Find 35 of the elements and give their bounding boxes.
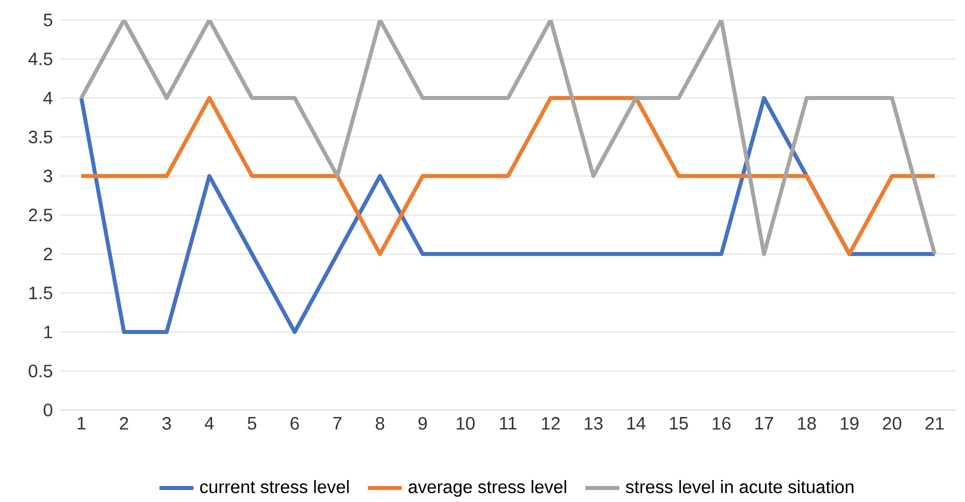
x-tick-label: 7 [333,417,342,430]
x-tick-label: 17 [755,417,774,430]
x-tick-label: 1 [78,417,86,430]
x-tick-label: 3 [162,417,171,430]
y-tick-label: 5 [44,14,52,26]
y-tick-label: 4 [43,92,52,104]
x-tick-label: 20 [882,417,902,430]
x-tick-label: 14 [627,417,646,430]
y-tick-label: 2.5 [28,208,52,222]
y-tick-label: 1.5 [29,286,52,300]
y-tick-label: 1 [44,326,52,338]
y-tick-label: 2 [44,248,52,260]
x-tick-label: 12 [542,417,560,430]
y-tick-label: 4.5 [28,52,52,66]
x-tick-label: 4 [204,417,214,430]
x-tick-label: 15 [670,417,688,430]
x-tick-label: 21 [926,417,944,430]
y-tick-label: 0.5 [28,364,52,378]
x-tick-label: 5 [248,417,256,430]
legend-label: average stress level [408,480,566,497]
x-tick-label: 18 [798,417,816,430]
x-tick-label: 9 [418,417,427,430]
y-tick-label: 0 [44,404,52,416]
x-tick-label: 11 [500,417,516,430]
legend-label: current stress level [200,480,349,494]
x-tick-label: 2 [120,417,128,430]
x-tick-label: 6 [290,417,299,430]
legend-label: stress level in acute situation [626,480,854,494]
x-tick-label: 13 [584,417,603,430]
x-tick-label: 16 [712,417,731,430]
x-tick-label: 19 [840,417,858,430]
x-tick-label: 8 [376,417,384,430]
y-tick-label: 3.5 [28,130,52,144]
x-tick-label: 10 [456,417,475,430]
y-tick-label: 3 [44,170,52,182]
